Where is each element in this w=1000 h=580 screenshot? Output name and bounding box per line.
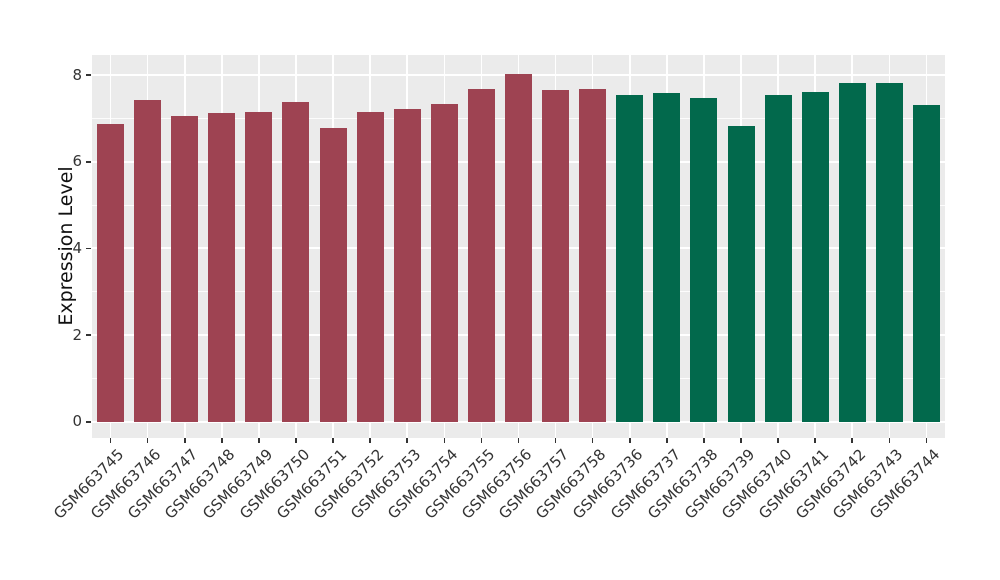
x-tick-mark [925,438,928,443]
x-tick-mark [628,438,631,443]
x-tick-mark [591,438,594,443]
bar-GSM663748 [208,113,236,422]
bar-GSM663741 [801,91,829,422]
x-tick-mark [517,438,520,443]
bar-GSM663752 [356,111,384,422]
y-tick-mark [86,160,91,163]
y-tick-label: 4 [72,238,82,257]
x-tick-mark [740,438,742,443]
plot-panel: 0 2 4 6 8 GSM663745 GSM663746 GSM663747 GSM66374… [50,55,945,523]
y-tick-mark [86,74,91,76]
x-tick-mark [221,438,223,443]
bar-GSM663743 [875,82,903,422]
x-tick-mark [109,438,112,443]
bar-GSM663755 [467,88,495,422]
bar-GSM663749 [245,111,273,422]
x-tick-mark [258,438,260,443]
bar-GSM663739 [727,125,755,422]
bar-GSM663751 [319,127,347,422]
bar-GSM663745 [97,124,125,422]
x-tick-mark [480,438,483,443]
x-tick-mark [666,438,668,443]
bar-GSM663738 [690,98,718,422]
bar-GSM663757 [542,89,570,422]
bar-GSM663754 [430,103,458,422]
x-tick-mark [703,438,705,443]
y-tick-mark [86,421,91,423]
x-tick-mark [554,438,557,443]
bar-GSM663750 [282,101,310,422]
y-tick-label: 2 [72,325,82,344]
y-tick-label: 8 [72,65,82,84]
x-tick-mark [406,438,409,443]
x-tick-mark [443,438,446,443]
bar-GSM663756 [505,74,532,422]
y-tick-label: 0 [72,412,82,431]
bar-GSM663737 [653,92,681,422]
x-tick-mark [851,438,854,443]
bar-GSM663758 [579,88,607,422]
bar-GSM663747 [171,116,199,422]
bar-GSM663746 [134,100,162,422]
y-gridline-major [92,420,945,423]
x-tick-mark [814,438,816,443]
x-tick-mark [777,438,779,443]
x-tick-mark [295,438,297,443]
bar-GSM663740 [764,95,792,422]
x-tick-mark [888,438,891,443]
x-tick-mark [332,438,334,443]
x-tick-mark [146,438,149,443]
bar-GSM663753 [393,108,421,422]
y-tick-mark [86,334,91,336]
bar-GSM663736 [616,94,644,422]
x-tick-mark [183,438,186,443]
y-tick-label: 6 [72,152,82,171]
y-tick-mark [86,247,91,250]
bar-GSM663742 [838,82,866,422]
bar-GSM663744 [912,105,940,422]
x-tick-mark [369,438,371,443]
